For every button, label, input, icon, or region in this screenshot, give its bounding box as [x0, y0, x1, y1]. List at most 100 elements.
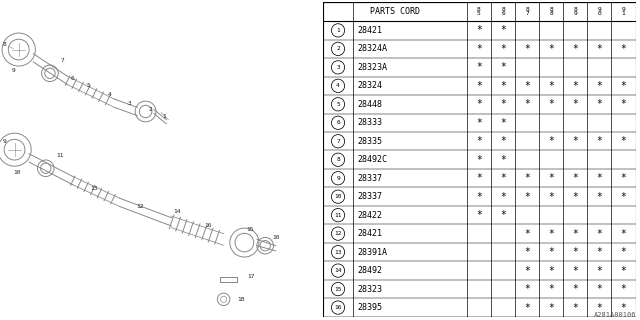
Text: *: * [524, 44, 530, 54]
Text: *: * [572, 136, 578, 146]
Text: *: * [500, 136, 506, 146]
Text: *: * [596, 99, 602, 109]
Text: 9: 9 [3, 139, 6, 144]
Text: 5: 5 [336, 102, 340, 107]
Text: 9: 9 [336, 176, 340, 181]
Text: 28492: 28492 [358, 266, 383, 275]
Text: *: * [500, 155, 506, 165]
Text: *: * [476, 62, 482, 72]
Text: 28323A: 28323A [358, 63, 388, 72]
Text: 2: 2 [336, 46, 340, 52]
Text: *: * [572, 266, 578, 276]
Text: *: * [548, 136, 554, 146]
Text: *: * [572, 247, 578, 257]
Text: *: * [621, 247, 627, 257]
Text: 28421: 28421 [358, 229, 383, 238]
Text: *: * [524, 192, 530, 202]
Text: 8
5: 8 5 [477, 7, 481, 16]
Text: 9
0: 9 0 [598, 7, 601, 16]
Text: 1: 1 [336, 28, 340, 33]
Text: *: * [572, 284, 578, 294]
Text: 11: 11 [334, 213, 342, 218]
Text: *: * [548, 266, 554, 276]
Text: *: * [596, 247, 602, 257]
Text: 12: 12 [334, 231, 342, 236]
Text: *: * [476, 118, 482, 128]
Text: *: * [596, 44, 602, 54]
Text: *: * [572, 192, 578, 202]
Text: *: * [572, 44, 578, 54]
Text: 8
6: 8 6 [501, 7, 505, 16]
Text: 14: 14 [334, 268, 342, 273]
Text: *: * [476, 210, 482, 220]
Text: *: * [572, 99, 578, 109]
Text: 4: 4 [108, 92, 111, 98]
Text: *: * [596, 266, 602, 276]
Text: 4: 4 [336, 83, 340, 88]
Text: *: * [621, 173, 627, 183]
Text: *: * [476, 192, 482, 202]
Text: 10: 10 [334, 194, 342, 199]
Text: 13: 13 [90, 187, 97, 191]
Text: 5: 5 [86, 83, 90, 88]
Text: 28492C: 28492C [358, 155, 388, 164]
Text: *: * [548, 44, 554, 54]
Text: *: * [596, 136, 602, 146]
Text: 28395: 28395 [358, 303, 383, 312]
Text: *: * [500, 62, 506, 72]
Text: *: * [572, 81, 578, 91]
Text: *: * [548, 247, 554, 257]
Text: *: * [596, 229, 602, 239]
Text: *: * [500, 44, 506, 54]
Text: *: * [596, 192, 602, 202]
Text: 6: 6 [71, 76, 75, 81]
Text: PARTS CORD: PARTS CORD [370, 7, 420, 16]
Text: *: * [524, 303, 530, 313]
Text: *: * [572, 303, 578, 313]
Text: *: * [476, 155, 482, 165]
Text: 10: 10 [13, 170, 20, 175]
Text: *: * [476, 44, 482, 54]
Text: 10: 10 [272, 235, 279, 240]
Text: 8
9: 8 9 [573, 7, 577, 16]
Text: 28324A: 28324A [358, 44, 388, 53]
Text: 8
7: 8 7 [525, 7, 529, 16]
Text: *: * [524, 284, 530, 294]
Text: *: * [500, 81, 506, 91]
Text: 2: 2 [149, 107, 153, 112]
Text: *: * [476, 99, 482, 109]
Text: 28324: 28324 [358, 81, 383, 90]
Text: *: * [524, 266, 530, 276]
Text: *: * [500, 118, 506, 128]
Text: *: * [621, 136, 627, 146]
Text: *: * [621, 266, 627, 276]
Text: *: * [548, 192, 554, 202]
Text: 3: 3 [336, 65, 340, 70]
Text: *: * [572, 173, 578, 183]
Text: *: * [596, 284, 602, 294]
Text: 9: 9 [12, 68, 15, 73]
Text: *: * [476, 25, 482, 36]
Text: 28337: 28337 [358, 174, 383, 183]
Text: *: * [500, 210, 506, 220]
Text: 7: 7 [61, 59, 64, 63]
Text: *: * [524, 173, 530, 183]
Text: *: * [548, 284, 554, 294]
Text: *: * [524, 99, 530, 109]
Text: 7: 7 [336, 139, 340, 144]
Text: *: * [476, 136, 482, 146]
Text: A281A00106: A281A00106 [595, 312, 637, 318]
Text: *: * [500, 192, 506, 202]
Text: *: * [621, 99, 627, 109]
Text: 3: 3 [128, 101, 132, 106]
Text: 16: 16 [334, 305, 342, 310]
Text: 28422: 28422 [358, 211, 383, 220]
Text: 28421: 28421 [358, 26, 383, 35]
Text: *: * [621, 284, 627, 294]
Text: 8: 8 [3, 42, 6, 47]
Text: *: * [476, 173, 482, 183]
Text: *: * [524, 247, 530, 257]
Text: *: * [476, 81, 482, 91]
Text: *: * [596, 303, 602, 313]
Text: *: * [621, 81, 627, 91]
